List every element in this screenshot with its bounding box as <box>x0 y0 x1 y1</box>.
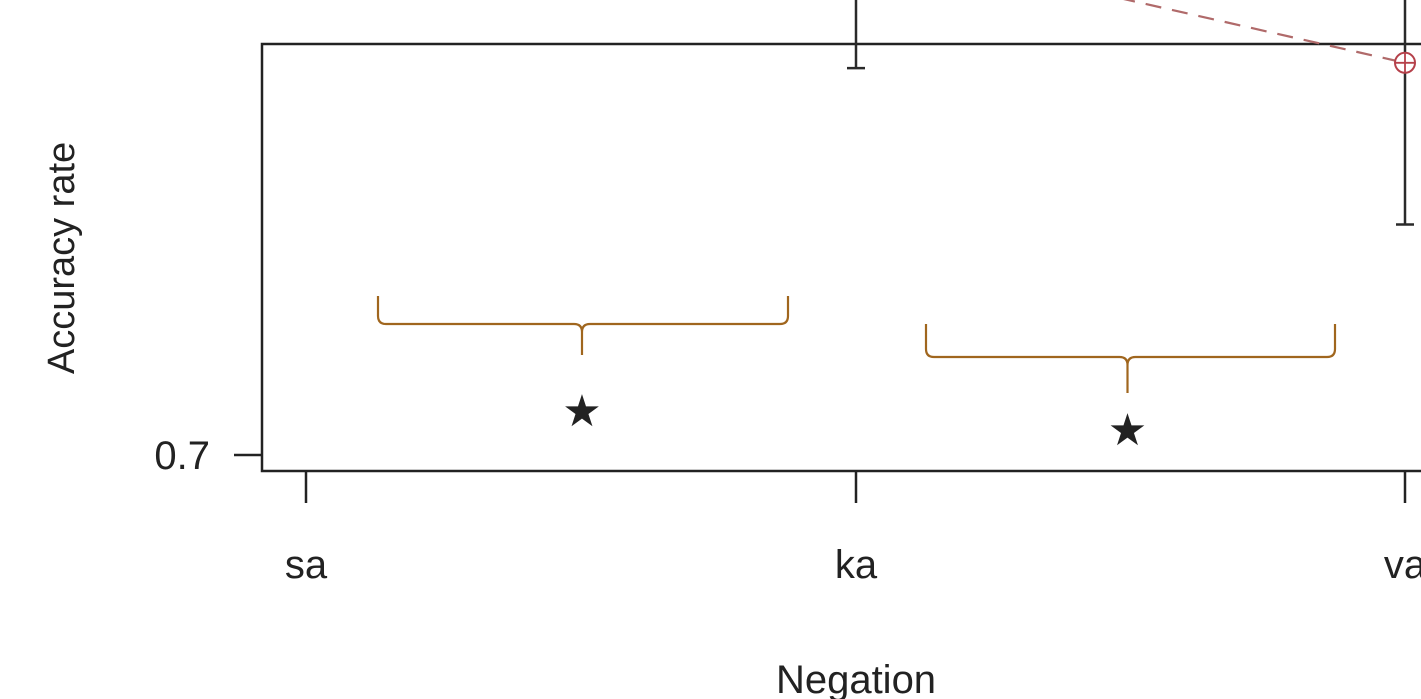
data-point <box>1394 51 1416 74</box>
series-layer <box>847 0 1416 226</box>
x-tick-label: sa <box>285 543 328 587</box>
significance-bracket <box>376 296 790 355</box>
x-axis-label: Negation <box>776 658 936 699</box>
significance-star: ★ <box>1108 406 1147 455</box>
plot-frame <box>260 42 1421 473</box>
x-tick-label: va <box>1384 543 1421 587</box>
significance-bracket <box>924 324 1337 393</box>
y-axis-label: Accuracy rate <box>41 142 83 374</box>
y-tick-label: 0.7 <box>154 434 210 478</box>
y-axis: 1.00.90.7 <box>154 434 262 478</box>
annotation-layer: ★ ★ <box>376 296 1337 455</box>
significance-star: ★ <box>562 387 601 436</box>
x-axis: sa ka va <box>285 471 1421 587</box>
x-tick-label: ka <box>835 543 878 587</box>
